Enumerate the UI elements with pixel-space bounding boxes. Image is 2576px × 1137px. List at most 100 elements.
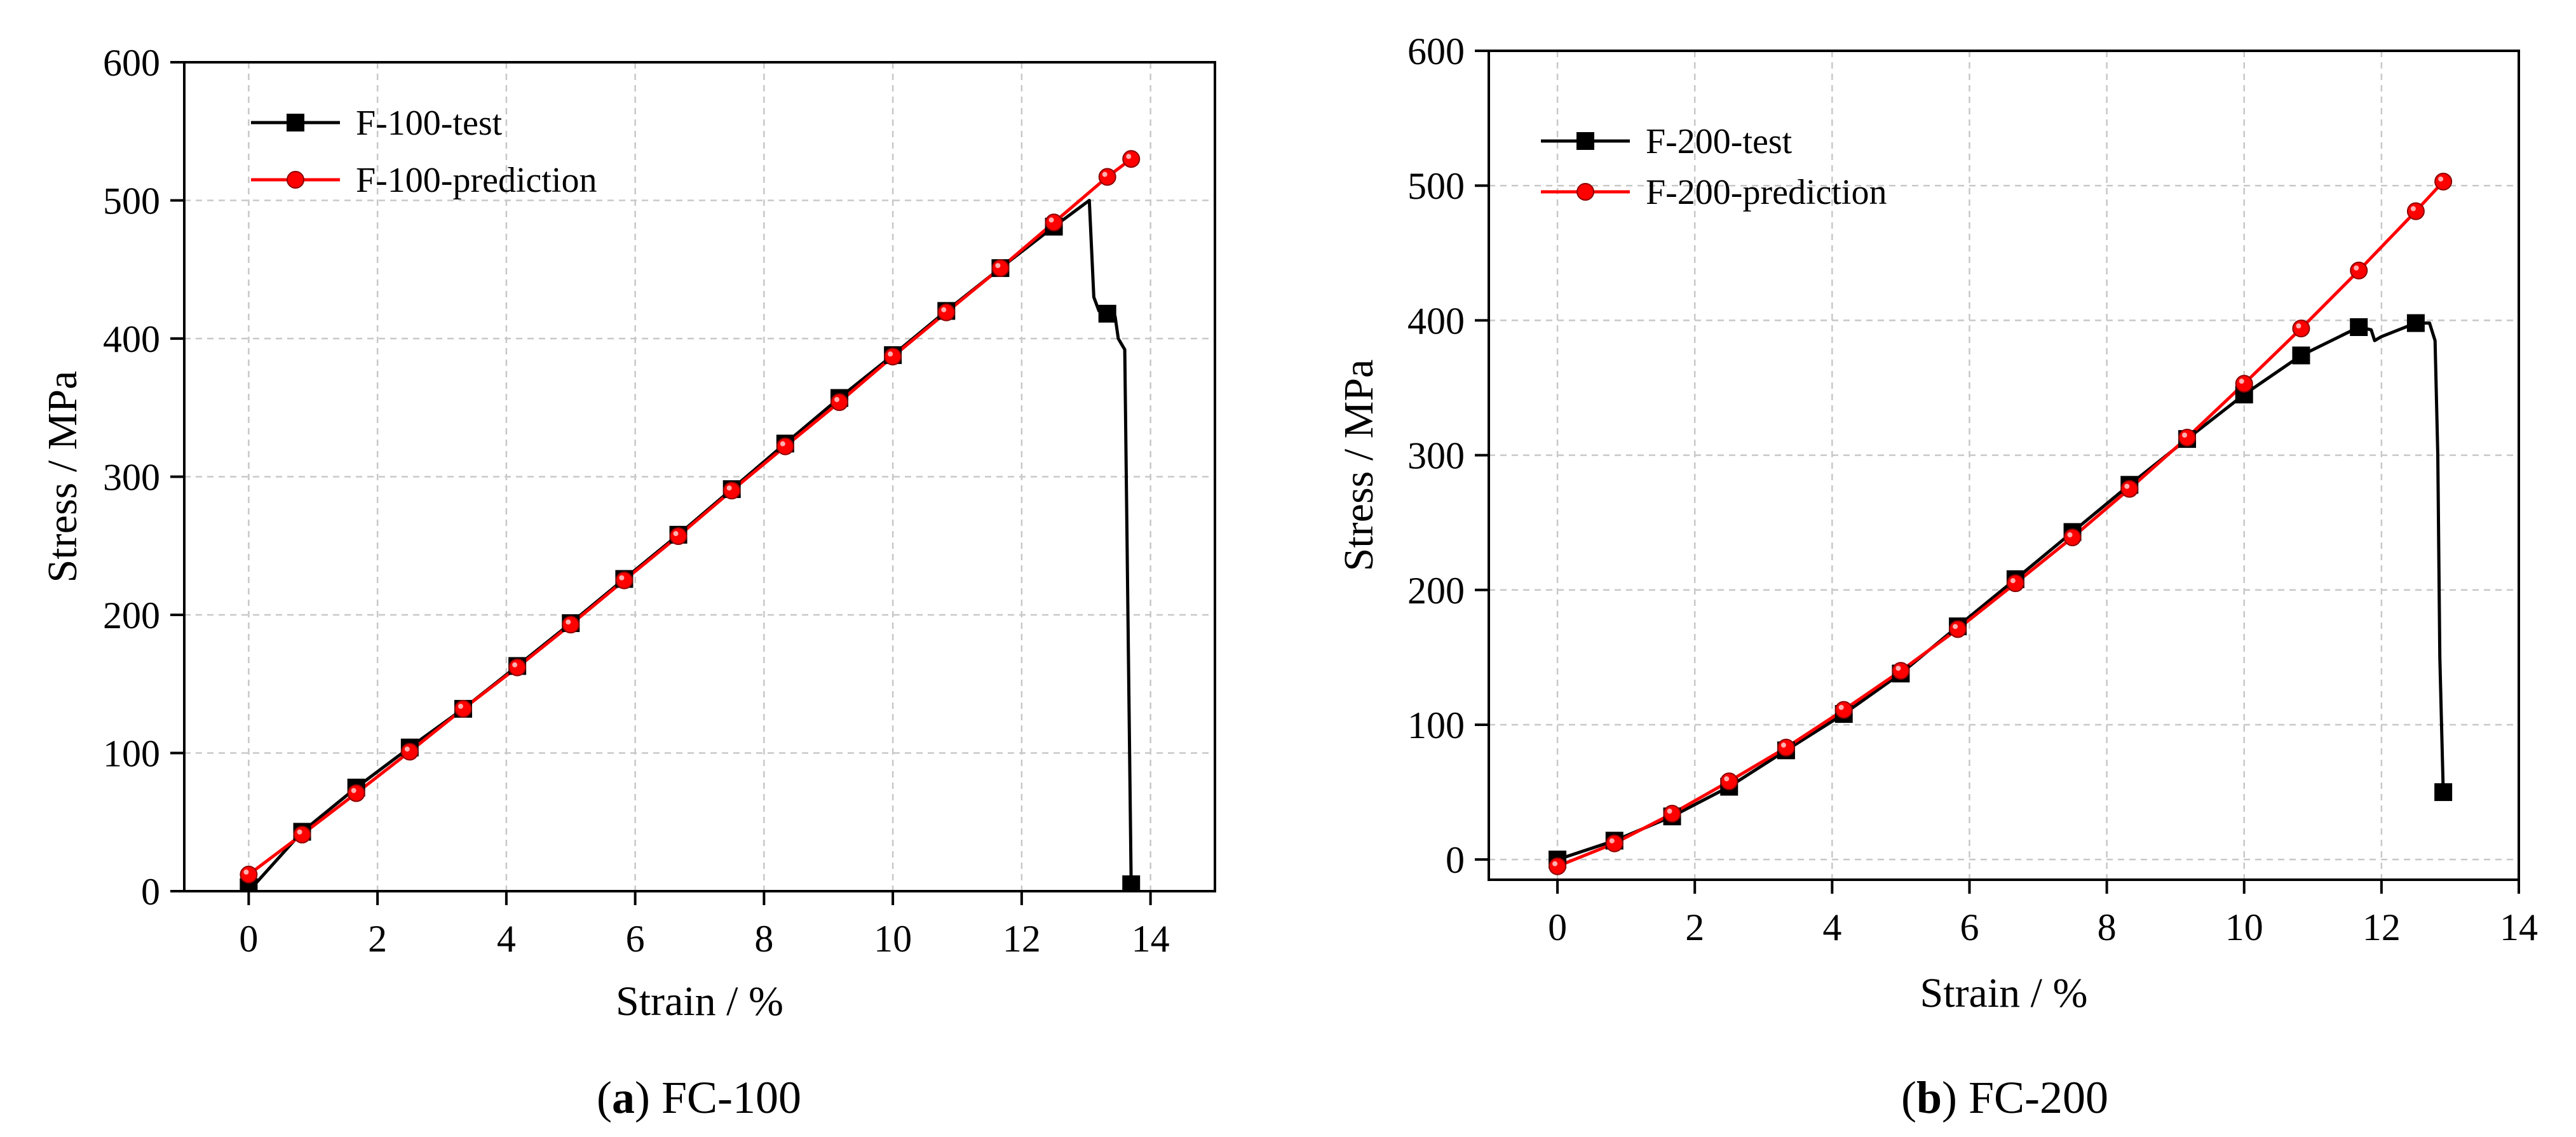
data-point-highlight xyxy=(351,788,356,793)
data-point-F-200-prediction xyxy=(2406,202,2425,220)
data-point-highlight xyxy=(780,441,785,447)
y-axis-label: Stress / MPa xyxy=(1336,360,1382,572)
x-tick-label: 2 xyxy=(368,918,387,960)
x-tick-label: 4 xyxy=(497,918,516,960)
data-point-highlight xyxy=(941,307,947,313)
data-point-F-200-test xyxy=(2406,314,2425,332)
data-point-F-100-prediction xyxy=(454,699,472,718)
x-tick-label: 14 xyxy=(2500,906,2538,948)
data-point-highlight xyxy=(2067,532,2073,538)
x-tick-label: 2 xyxy=(1685,906,1704,948)
legend: F-200-test F-200-prediction xyxy=(1541,122,1887,212)
plot-frame xyxy=(1488,50,2520,881)
data-point-F-100-test xyxy=(1122,875,1141,891)
y-axis-label: Stress / MPa xyxy=(39,371,86,583)
x-tick-label: 8 xyxy=(2098,906,2117,948)
data-point-highlight xyxy=(1667,809,1672,814)
data-point-F-100-prediction xyxy=(615,571,634,589)
y-tick-label: 500 xyxy=(103,180,160,222)
data-point-F-100-prediction xyxy=(1122,150,1141,168)
data-point-highlight xyxy=(888,351,893,357)
y-tick-label: 0 xyxy=(141,871,160,913)
data-point-F-200-prediction xyxy=(1949,620,1967,638)
data-point-F-200-prediction xyxy=(1549,857,1567,875)
series-line-F-100-prediction xyxy=(247,158,1132,876)
data-point-F-200-test xyxy=(2434,783,2453,802)
data-point-highlight xyxy=(726,485,732,491)
x-tick-label: 10 xyxy=(874,918,912,960)
caption-text: FC-200 xyxy=(1969,1072,2108,1123)
data-point-highlight xyxy=(458,703,463,709)
x-tick-label: 4 xyxy=(1822,906,1841,948)
caption-letter: b xyxy=(1916,1072,1942,1123)
data-point-F-200-prediction xyxy=(1834,701,1853,719)
data-point-F-200-prediction xyxy=(1663,805,1681,823)
y-tick-label: 300 xyxy=(1407,435,1465,477)
data-point-highlight xyxy=(673,531,679,537)
data-point-F-100-prediction xyxy=(830,393,848,412)
legend-label: F-100-prediction xyxy=(356,161,597,200)
x-tick-label: 0 xyxy=(1548,906,1567,948)
y-tick-label: 600 xyxy=(103,42,160,84)
x-tick-label: 14 xyxy=(1132,918,1170,960)
series-line-F-200-prediction xyxy=(1557,180,2444,868)
data-point-highlight xyxy=(1780,743,1786,748)
x-tick-label: 12 xyxy=(2362,906,2401,948)
data-point-highlight xyxy=(243,869,249,875)
legend-label: F-200-test xyxy=(1646,122,1793,161)
data-point-F-200-prediction xyxy=(2350,261,2368,279)
data-point-highlight xyxy=(297,829,302,835)
caption-text: FC-100 xyxy=(661,1072,801,1123)
data-point-highlight xyxy=(2354,265,2359,271)
y-tick-label: 400 xyxy=(103,318,160,360)
data-point-F-200-test xyxy=(2350,318,2368,336)
y-tick-label: 100 xyxy=(1407,704,1465,746)
y-tick-label: 300 xyxy=(103,457,160,499)
y-tick-label: 200 xyxy=(1407,570,1465,612)
data-point-F-100-prediction xyxy=(347,784,365,802)
data-point-F-100-prediction xyxy=(1045,213,1063,232)
data-point-F-200-prediction xyxy=(1605,834,1624,852)
data-point-F-100-prediction xyxy=(669,527,688,546)
x-tick-label: 0 xyxy=(239,918,258,960)
data-point-F-100-prediction xyxy=(991,259,1010,278)
series-line-F-200-test xyxy=(1557,321,2445,861)
y-tick-label: 200 xyxy=(103,595,160,636)
data-point-F-200-prediction xyxy=(2292,320,2310,338)
legend-label: F-200-prediction xyxy=(1646,173,1887,212)
data-point-highlight xyxy=(1953,624,1958,629)
data-point-highlight xyxy=(404,746,410,752)
data-point-highlight xyxy=(1895,666,1901,671)
x-axis-label: Strain / % xyxy=(616,978,783,1025)
data-point-F-100-prediction xyxy=(884,347,902,366)
data-point-F-100-prediction xyxy=(937,303,956,321)
plot-area xyxy=(240,150,1141,891)
data-point-highlight xyxy=(995,263,1001,269)
data-point-highlight xyxy=(2010,578,2016,584)
data-point-F-200-prediction xyxy=(1892,662,1910,680)
data-point-highlight xyxy=(1048,217,1054,223)
x-tick-label: 6 xyxy=(1960,906,1979,948)
data-point-F-200-prediction xyxy=(2006,574,2024,593)
legend-marker-circle xyxy=(287,171,304,189)
x-axis-label: Strain / % xyxy=(1920,970,2088,1016)
data-point-F-200-prediction xyxy=(2120,480,2139,498)
data-point-highlight xyxy=(1552,861,1558,866)
data-point-F-100-prediction xyxy=(293,825,311,844)
data-point-highlight xyxy=(2438,176,2444,182)
data-point-F-200-prediction xyxy=(1720,772,1739,791)
data-point-highlight xyxy=(2182,433,2188,438)
x-tick-label: 6 xyxy=(626,918,645,960)
data-point-F-100-prediction xyxy=(1098,168,1116,186)
data-point-highlight xyxy=(1102,172,1108,177)
plot-area xyxy=(1549,172,2453,875)
data-point-F-200-prediction xyxy=(2235,375,2253,393)
data-point-F-200-prediction xyxy=(2063,528,2082,547)
data-point-highlight xyxy=(1724,776,1730,782)
data-point-F-200-prediction xyxy=(2178,429,2197,447)
legend: F-100-test F-100-prediction xyxy=(251,104,597,200)
data-point-F-200-prediction xyxy=(1777,739,1795,757)
panel-a: 0 2 4 6 8 10 12 14 0 100 200 300 400 500 600 Strain / %… xyxy=(39,42,1216,1123)
y-tick-label: 0 xyxy=(1446,839,1465,881)
